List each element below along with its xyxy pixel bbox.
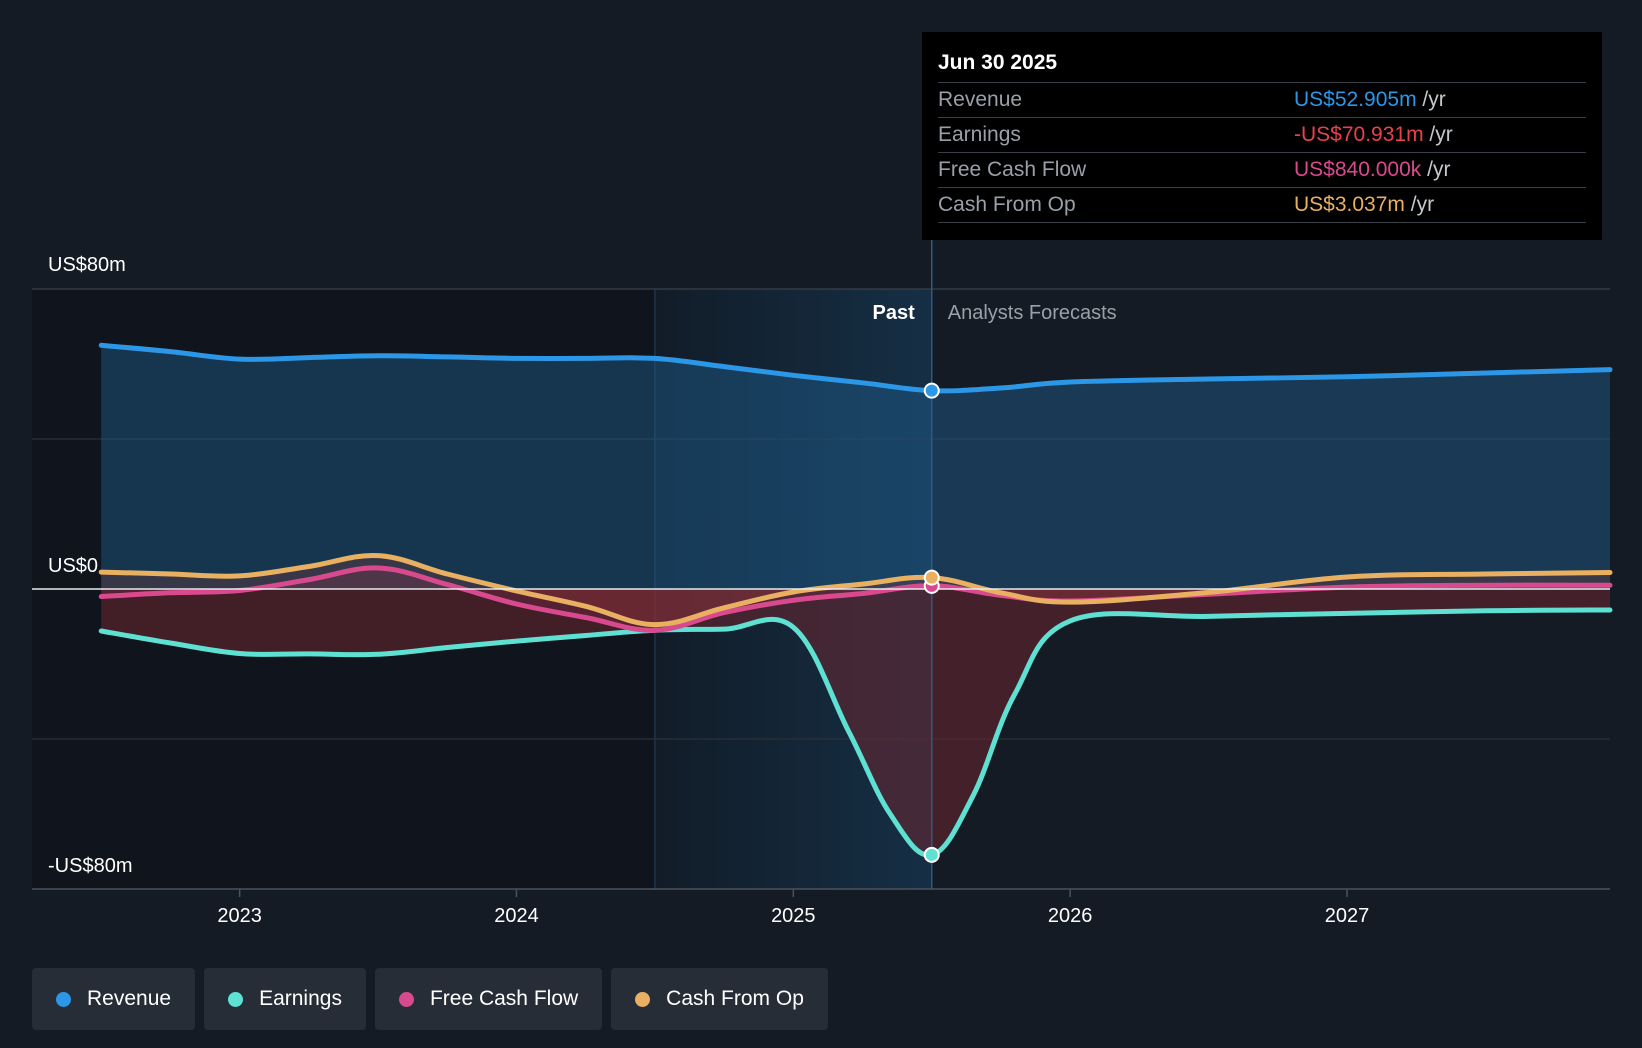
- tooltip-label: Cash From Op: [938, 193, 1076, 216]
- earnings-line: [98, 607, 1613, 858]
- tooltip-date: Jun 30 2025: [938, 46, 1586, 83]
- y-label-bottom: -US$80m: [48, 855, 132, 877]
- series-markers: [923, 382, 940, 863]
- legend-dot-icon: [228, 991, 244, 1007]
- legend-dot-icon: [398, 991, 414, 1007]
- revenue-area: [101, 345, 1611, 589]
- legend-dot-icon: [635, 991, 651, 1007]
- legend-item-free-cash-flow[interactable]: Free Cash Flow: [374, 968, 603, 1030]
- legend-label: Revenue: [87, 987, 172, 1010]
- tooltip-row-free-cash-flow: Free Cash Flow US$840.000k /yr: [938, 153, 1586, 188]
- tooltip-label: Revenue: [938, 88, 1023, 111]
- legend-item-revenue[interactable]: Revenue: [32, 968, 196, 1030]
- legend-label: Free Cash Flow: [429, 987, 579, 1010]
- y-label-zero: US$0: [48, 555, 98, 577]
- grid: [32, 288, 1610, 740]
- past-label: Past: [872, 302, 915, 324]
- earnings-marker: [923, 846, 940, 863]
- forecast-label: Analysts Forecasts: [948, 302, 1117, 324]
- revenue-line: [98, 342, 1613, 394]
- legend-item-cash-from-op[interactable]: Cash From Op: [611, 968, 828, 1030]
- tooltip-value: -US$70.931m /yr: [1294, 123, 1453, 146]
- tooltip: Jun 30 2025 Revenue US$52.905m /yr Earni…: [922, 32, 1602, 240]
- tooltip-value: US$3.037m /yr: [1294, 193, 1435, 216]
- legend-label: Earnings: [259, 987, 342, 1010]
- legend-label: Cash From Op: [666, 987, 804, 1010]
- tooltip-row-revenue: Revenue US$52.905m /yr: [938, 83, 1586, 118]
- revenue-marker: [923, 382, 940, 399]
- series-areas: [101, 345, 1611, 856]
- tooltip-row-earnings: Earnings -US$70.931m /yr: [938, 118, 1586, 153]
- y-label-top: US$80m: [48, 254, 126, 276]
- x-tick-label: 2025: [771, 905, 816, 927]
- series-lines: [98, 342, 1613, 858]
- legend-item-earnings[interactable]: Earnings: [204, 968, 366, 1030]
- tooltip-value: US$52.905m /yr: [1294, 88, 1446, 111]
- free-cash-flow-line: [98, 565, 1613, 633]
- legend: Revenue Earnings Free Cash Flow Cash Fro…: [32, 968, 828, 1030]
- legend-dot-icon: [56, 991, 71, 1007]
- x-tick-label: 2023: [217, 905, 262, 927]
- x-tick-label: 2027: [1325, 905, 1370, 927]
- x-tick-label: 2026: [1048, 905, 1093, 927]
- tooltip-value: US$840.000k /yr: [1294, 158, 1451, 181]
- x-tick-label: 2024: [494, 905, 539, 927]
- cash-from-op-line: [98, 553, 1613, 628]
- x-tick-labels: 2023 2024 2025 2026 2027: [217, 889, 1369, 927]
- tooltip-label: Earnings: [938, 123, 1021, 146]
- earnings-area: [101, 589, 1611, 856]
- tooltip-row-cash-from-op: Cash From Op US$3.037m /yr: [938, 188, 1586, 223]
- cash-from-op-marker: [923, 569, 940, 586]
- tooltip-label: Free Cash Flow: [938, 158, 1087, 181]
